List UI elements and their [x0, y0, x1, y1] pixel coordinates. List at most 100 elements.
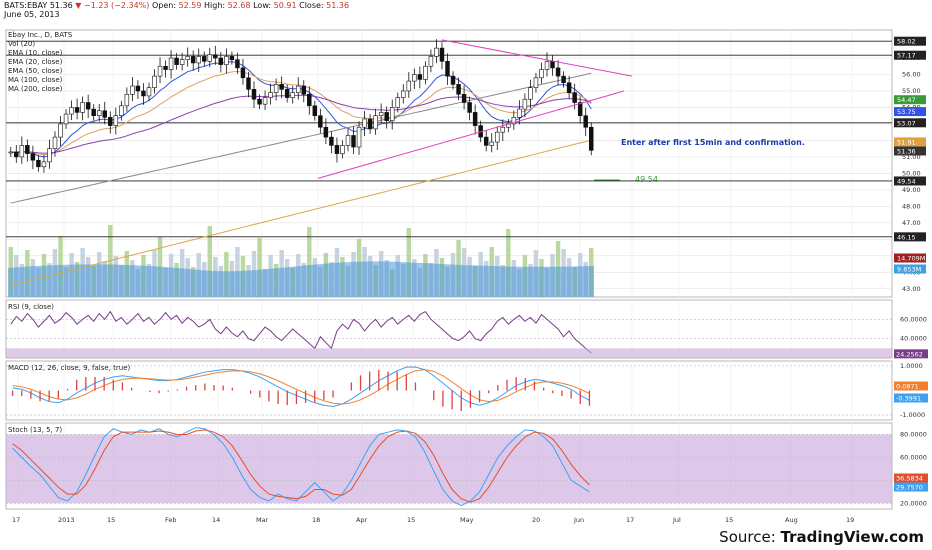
- target-label: 49.54: [635, 175, 658, 184]
- stoch-title: Stoch (13, 5, 7): [8, 426, 62, 434]
- candle-body: [63, 113, 69, 125]
- candle-body: [389, 107, 395, 121]
- candle-body: [329, 136, 334, 146]
- source-brand[interactable]: TradingView.com: [780, 528, 924, 546]
- candle-body: [36, 159, 41, 168]
- low-value: 50.91: [273, 1, 297, 10]
- y-tick-label: 43.00: [902, 285, 921, 293]
- x-tick-label: May: [460, 516, 474, 524]
- candle-body: [85, 102, 91, 110]
- indicator-line: [12, 366, 590, 407]
- macd-title: MACD (12, 26, close, 9, false, true): [8, 364, 131, 372]
- ma100-line: [10, 72, 592, 204]
- candle-body: [273, 84, 279, 93]
- indicator-line: [12, 369, 590, 405]
- candle-body: [185, 56, 190, 60]
- rsi-band: [6, 348, 892, 358]
- candle-body: [190, 56, 196, 64]
- candle-body: [301, 85, 306, 95]
- candle-body: [307, 93, 312, 107]
- candle-body: [533, 77, 539, 88]
- candle-body: [119, 105, 124, 117]
- candle-body: [202, 56, 207, 62]
- y-tick-label: 20.0000: [900, 499, 927, 507]
- candle-body: [401, 90, 406, 98]
- candle-body: [207, 54, 213, 62]
- price-level-tag: [894, 118, 926, 128]
- y-tick-label: 60.0000: [900, 453, 927, 461]
- chart-date: June 05, 2013: [4, 10, 60, 19]
- candle-body: [296, 85, 301, 93]
- price-level-label: 46.15: [897, 233, 916, 241]
- stoch-tag-label: 29.7570: [896, 484, 923, 492]
- candle-body: [406, 80, 412, 92]
- price-tag: [894, 146, 926, 156]
- candle-body: [522, 98, 528, 110]
- candle-body: [91, 108, 96, 117]
- down-arrow-icon: ▼: [75, 1, 82, 10]
- x-tick-label: Jul: [672, 516, 681, 524]
- price-level-label: 58.02: [897, 38, 916, 46]
- candle-body: [483, 136, 489, 146]
- candle-body: [461, 93, 467, 103]
- candle-body: [25, 145, 30, 154]
- candle-body: [108, 117, 113, 126]
- candle-body: [290, 92, 295, 98]
- candle-body: [450, 75, 456, 85]
- trend-line-lower: [317, 90, 625, 179]
- x-tick-label: 15: [407, 516, 415, 524]
- open-value: 52.59: [178, 1, 202, 10]
- candle-body: [102, 110, 107, 118]
- candle-body: [74, 107, 80, 113]
- volume-tag-label: 9.853M: [897, 266, 921, 274]
- legend-entry: EMA (10, close): [8, 49, 63, 57]
- candle-body: [500, 126, 506, 133]
- chart-title: Ebay Inc., D, BATS: [8, 31, 73, 39]
- candle-body: [362, 118, 367, 128]
- candle-body: [41, 161, 47, 168]
- symbol-label: BATS:EBAY: [4, 1, 48, 10]
- high-label: High:: [204, 1, 226, 10]
- candle-body: [412, 74, 417, 82]
- rsi-title: RSI (9, close): [8, 303, 54, 311]
- candle-body: [157, 65, 163, 77]
- open-label: Open:: [151, 1, 177, 10]
- x-tick-label: 14: [212, 516, 220, 524]
- ema50-line: [10, 94, 592, 154]
- price-tag: [894, 107, 926, 117]
- candle-body: [555, 67, 561, 77]
- candle-body: [268, 92, 273, 98]
- x-tick-label: Apr: [356, 516, 368, 524]
- stoch-tag: [894, 482, 928, 492]
- candle-body: [428, 56, 434, 67]
- price-tag-label: 54.47: [897, 96, 916, 104]
- price-level-label: 57.17: [897, 52, 916, 60]
- candle-body: [456, 84, 461, 95]
- volume-bar: [257, 238, 262, 297]
- candle-body: [179, 59, 185, 65]
- close-label: Close:: [299, 1, 324, 10]
- price-tag: [894, 137, 926, 147]
- rsi-tag: [894, 349, 928, 359]
- y-tick-label: 80.0000: [900, 430, 927, 438]
- candle-body: [544, 61, 550, 70]
- candle-body: [174, 57, 179, 65]
- candle-body: [351, 135, 356, 148]
- candle-body: [378, 112, 384, 117]
- price-level-label: 53.07: [897, 119, 916, 127]
- chart-header: BATS:EBAY 51.36 ▼ −1.23 (−2.34%) Open: 5…: [4, 1, 349, 10]
- candle-body: [367, 118, 373, 130]
- indicator-line: [10, 310, 592, 354]
- y-tick-label: 48.00: [902, 202, 921, 210]
- candle-body: [52, 136, 58, 149]
- macd-tag-label: -0.3991: [896, 395, 921, 403]
- candle-body: [539, 69, 544, 79]
- candle-body: [395, 97, 400, 108]
- candle-body: [423, 65, 428, 80]
- y-tick-label: 40.0000: [900, 335, 927, 343]
- candle-body: [312, 105, 318, 117]
- candle-body: [141, 90, 146, 97]
- y-tick-label: 51.00: [902, 153, 921, 161]
- price-tag-label: 53.75: [897, 108, 916, 116]
